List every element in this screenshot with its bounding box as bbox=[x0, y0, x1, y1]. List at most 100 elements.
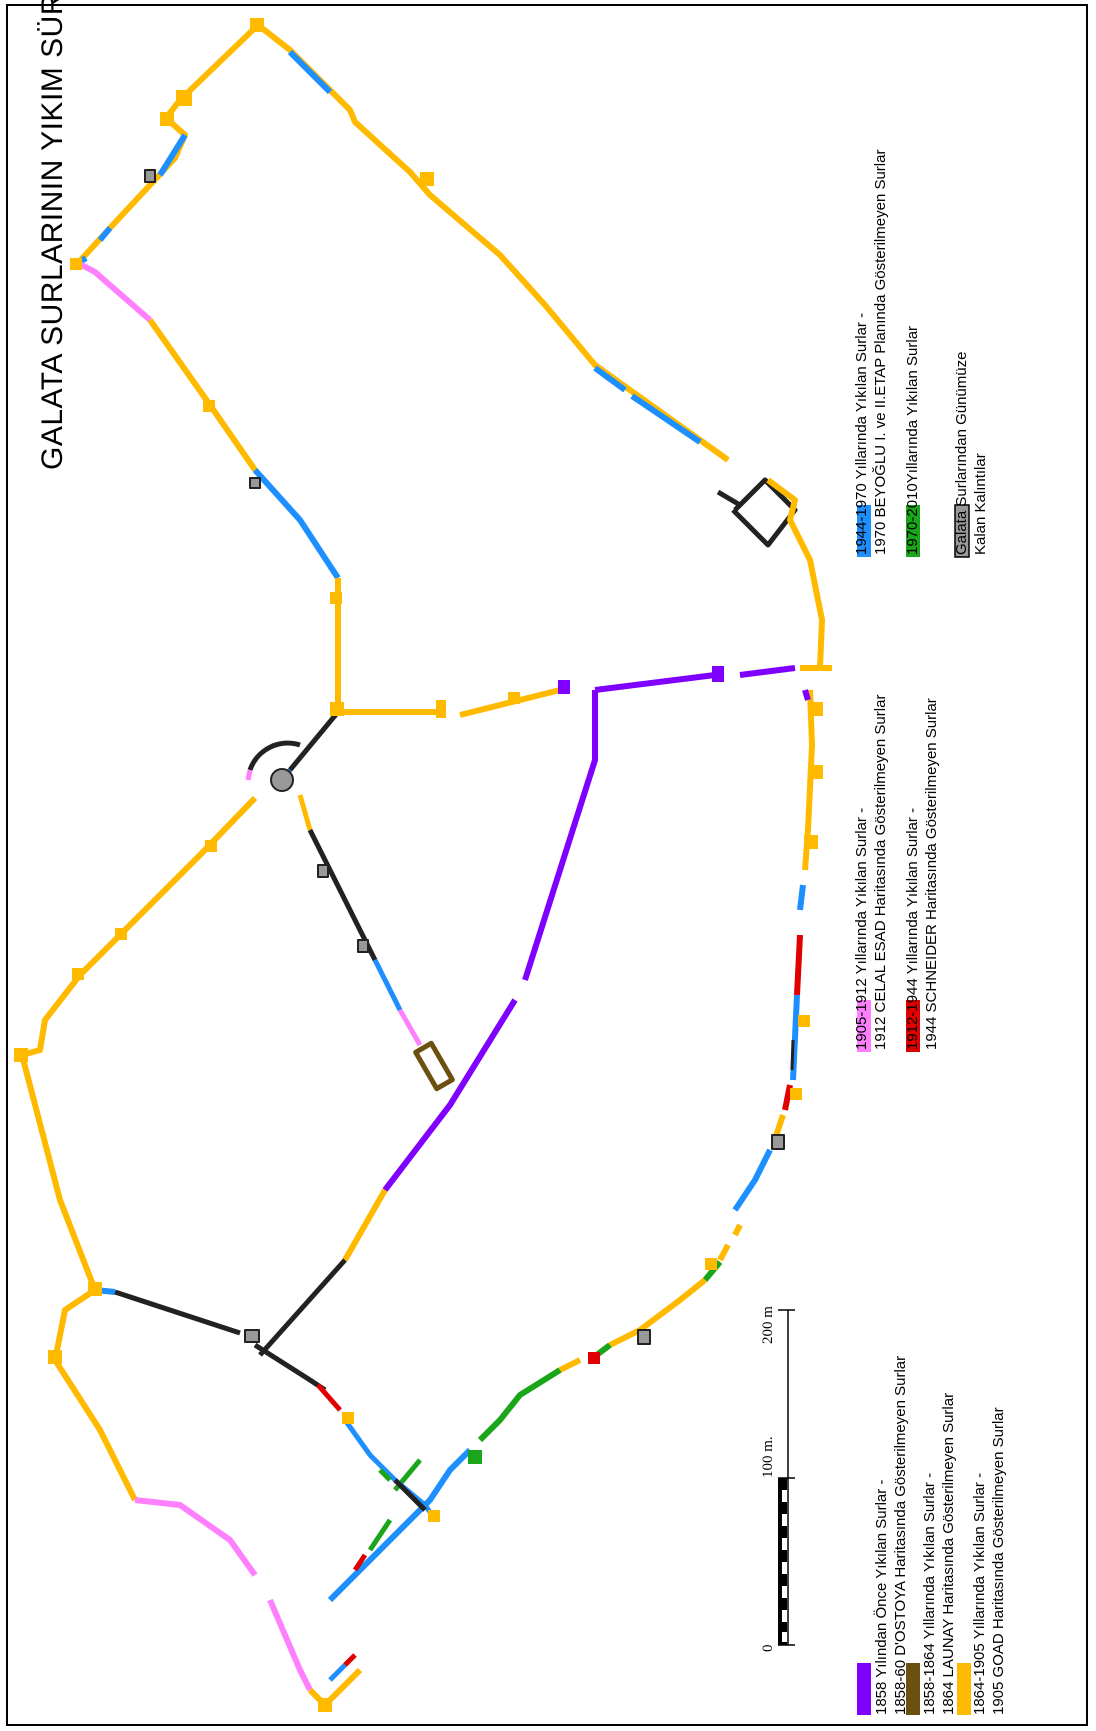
scale-label-200: 200 m bbox=[760, 1306, 776, 1344]
scale-label-0: 0 bbox=[760, 1644, 776, 1653]
wall-segment bbox=[608, 1277, 707, 1348]
wall-segment bbox=[147, 318, 258, 472]
wall-segment bbox=[114, 1289, 241, 1336]
bastion bbox=[115, 928, 127, 940]
wall-segment bbox=[717, 1223, 743, 1262]
bastion bbox=[203, 400, 215, 412]
wall-segment bbox=[134, 1497, 313, 1692]
wall-segment bbox=[393, 1478, 427, 1512]
scale-segment bbox=[778, 1478, 787, 1645]
wall-segment bbox=[477, 1367, 562, 1443]
legend-swatch bbox=[906, 1000, 920, 1052]
bastion bbox=[588, 1352, 600, 1364]
legend-line: 1905-1912 Yıllarında Yıkılan Surlar - bbox=[853, 807, 870, 1050]
wall-segment bbox=[253, 1342, 327, 1393]
legend-swatch bbox=[954, 504, 970, 558]
wall-segment bbox=[594, 665, 796, 693]
bastion bbox=[72, 968, 84, 980]
legend-line: 1858-60 D'OSTOYA Haritasında Gösterilmey… bbox=[892, 1355, 909, 1715]
wall-segment bbox=[307, 828, 378, 962]
wall-segment bbox=[327, 1447, 473, 1603]
legend-line: 1944-1970 Yıllarında Yıkılan Surlar - bbox=[853, 312, 870, 555]
wall-segment bbox=[258, 1258, 347, 1357]
wall-segment bbox=[76, 260, 152, 323]
wall-segment bbox=[338, 687, 561, 718]
map-frame bbox=[6, 4, 1088, 1726]
bastion bbox=[250, 18, 264, 32]
wall-segment bbox=[75, 22, 261, 266]
wall-segment bbox=[297, 794, 313, 831]
bastion bbox=[809, 765, 823, 779]
bastion bbox=[508, 692, 520, 704]
bastion bbox=[558, 680, 570, 694]
bastion bbox=[790, 1088, 802, 1100]
bastion bbox=[420, 172, 434, 186]
bastion bbox=[205, 840, 217, 852]
bastion bbox=[428, 1510, 440, 1522]
wall-segment bbox=[702, 1260, 723, 1282]
legend-item-1905-1912: 1905-1912 Yıllarında Yıkılan Surlar - 19… bbox=[852, 695, 890, 1050]
wall-segment bbox=[802, 689, 815, 871]
legend-item-1944-1970: 1944-1970 Yıllarında Yıkılan Surlar - 19… bbox=[852, 150, 890, 555]
legend-line: Kalan Kalıntılar bbox=[972, 453, 989, 555]
legend-item-1864-1905: 1864-1905 Yıllarında Yıkılan Surlar - 19… bbox=[970, 1407, 1008, 1715]
wall-segment bbox=[397, 1008, 423, 1047]
wall-segment bbox=[558, 1357, 582, 1373]
wall-segment bbox=[790, 1039, 795, 1071]
wall-segment bbox=[372, 958, 403, 1012]
wall-segment bbox=[732, 1148, 773, 1212]
bastion bbox=[804, 835, 818, 849]
legend-line: 1864-1905 Yıllarında Yıkılan Surlar - bbox=[971, 1472, 988, 1715]
wall-remain bbox=[317, 864, 329, 878]
legend-line: Galata Surlarından Günümüze bbox=[953, 351, 970, 555]
bastion bbox=[330, 702, 344, 716]
wall-segment bbox=[21, 795, 258, 1058]
bastion bbox=[809, 702, 823, 716]
map-title: GALATA SURLARININ YIKIM SÜRECİ bbox=[36, 0, 69, 470]
legend-line: 1864 LAUNAY Haritasında Gösterilmeyen Su… bbox=[940, 1392, 957, 1715]
legend-swatch bbox=[857, 505, 871, 557]
legend-line: 1912-1944 Yıllarında Yıkılan Surlar - bbox=[904, 807, 921, 1050]
wall-segment bbox=[794, 934, 803, 996]
legend-line: 1944 SCHNEIDER Haritasında Gösterilmeyen… bbox=[923, 698, 940, 1050]
wall-remain bbox=[249, 477, 261, 489]
wall-segment bbox=[19, 1054, 138, 1502]
wall-remain bbox=[144, 169, 156, 183]
bastion bbox=[70, 258, 82, 270]
wall-segment bbox=[316, 1383, 342, 1412]
bastion bbox=[342, 1412, 354, 1424]
wall-remain bbox=[771, 1134, 785, 1150]
wall-segment bbox=[382, 690, 598, 1192]
galata-tower bbox=[270, 768, 294, 792]
legend-swatch bbox=[906, 505, 920, 557]
wall-segment bbox=[378, 1468, 392, 1482]
scale-label-100: 100 m. bbox=[760, 1436, 776, 1478]
wall-segment bbox=[352, 1553, 368, 1572]
bastion bbox=[436, 700, 446, 718]
wall-segment bbox=[802, 689, 811, 701]
legend-item-1858-1864: 1858-1864 Yıllarında Yıkılan Surlar - 18… bbox=[920, 1393, 958, 1715]
bastion bbox=[160, 112, 174, 126]
legend-line: 1858 Yılından Önce Yıkılan Surlar - bbox=[873, 1479, 890, 1715]
wall-segment bbox=[593, 365, 702, 445]
wall-remain bbox=[244, 1329, 260, 1343]
legend-swatch bbox=[906, 1663, 920, 1715]
bastion bbox=[14, 1048, 28, 1062]
wall-segment bbox=[782, 1084, 793, 1111]
wall-segment bbox=[247, 740, 301, 771]
bastion bbox=[712, 666, 724, 682]
bastion bbox=[468, 1450, 482, 1464]
legend-line: 1970 BEYOĞLU I. ve II.ETAP Planında Göst… bbox=[872, 149, 889, 555]
bastion bbox=[798, 1015, 810, 1027]
wall-segment bbox=[328, 1663, 347, 1682]
wall-segment bbox=[766, 477, 825, 669]
legend-line: 1858-1864 Yıllarında Yıkılan Surlar - bbox=[921, 1472, 938, 1715]
legend-line: 1970-2010Yıllarında Yıkılan Surlar bbox=[904, 325, 921, 555]
legend-swatch bbox=[957, 1663, 971, 1715]
wall-segment bbox=[252, 467, 341, 580]
legend-swatch bbox=[857, 1000, 871, 1052]
wall-remain bbox=[637, 1329, 651, 1345]
bastion bbox=[88, 1282, 102, 1296]
bastion bbox=[318, 1698, 332, 1712]
legend-line: 1912 CELAL ESAD Haritasında Gösterilmeye… bbox=[872, 694, 889, 1050]
